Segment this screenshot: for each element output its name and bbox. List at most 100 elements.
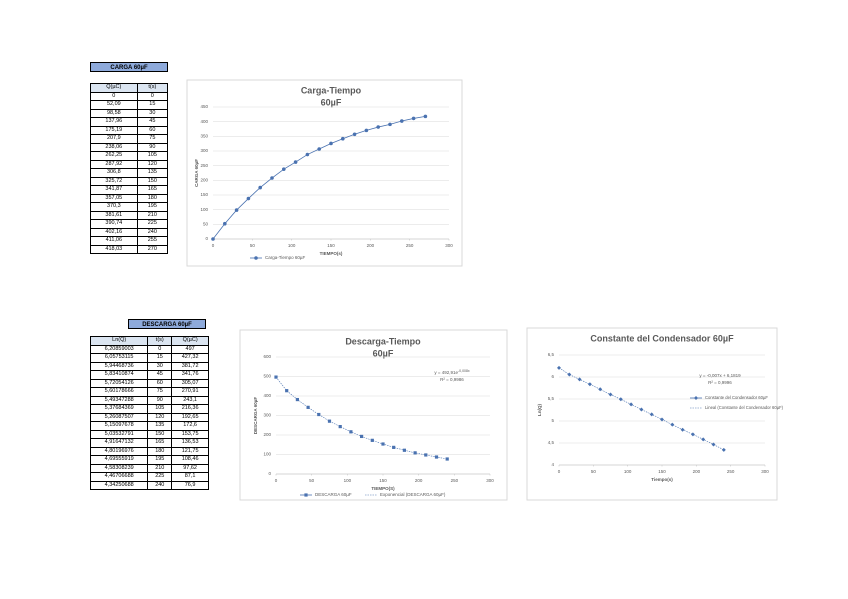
x-tick-label: 150 — [658, 469, 666, 474]
y-tick-label: 600 — [263, 354, 271, 359]
equation-text: y = -0,007x + 6,1819 — [699, 373, 741, 378]
data-point — [608, 392, 613, 397]
carga-table: Q(µC) t(s) 0 0 52,09 15 98,58 30 137,96 45 175,19 6… — [90, 83, 169, 254]
equation-text: y = 492,91e — [434, 370, 458, 375]
data-point — [211, 237, 215, 241]
y-tick-label: 250 — [200, 163, 208, 168]
y-tick-label: 6 — [551, 374, 554, 379]
x-tick-label: 50 — [250, 243, 256, 248]
data-point — [680, 427, 685, 432]
data-point — [360, 434, 364, 439]
data-point — [434, 455, 439, 459]
data-point — [629, 402, 634, 407]
data-point — [445, 457, 449, 461]
data-point — [317, 412, 321, 417]
y-tick-label: 100 — [200, 207, 208, 212]
chart-frame — [239, 329, 508, 501]
data-point — [223, 221, 227, 226]
data-point — [376, 125, 381, 129]
data-point — [413, 451, 417, 455]
legend-marker — [254, 256, 258, 260]
table-title: CARGA 60µF — [90, 62, 168, 72]
data-point — [295, 397, 299, 402]
data-point — [388, 122, 392, 127]
data-point — [338, 424, 342, 429]
x-axis-label: TIEMPO(S) — [371, 486, 395, 491]
data-point — [352, 132, 357, 137]
data-point — [270, 176, 274, 180]
y-tick-label: 300 — [263, 413, 271, 418]
data-point — [711, 442, 716, 447]
x-tick-label: 300 — [761, 469, 769, 474]
y-tick-label: 5,5 — [548, 396, 555, 401]
data-point — [317, 147, 322, 151]
x-tick-label: 0 — [212, 243, 215, 248]
x-axis-label: TIEMPO(s) — [320, 251, 343, 256]
data-point — [721, 447, 726, 452]
data-point — [577, 377, 582, 382]
data-point — [402, 448, 406, 452]
chart-frame — [186, 79, 463, 267]
data-point — [246, 196, 251, 201]
data-point — [400, 119, 404, 123]
x-tick-label: 250 — [727, 469, 735, 474]
x-tick-label: 300 — [486, 478, 494, 483]
chart-subtitle: 60µF — [373, 348, 394, 358]
y-tick-label: 200 — [200, 178, 208, 183]
y-tick-label: 5 — [551, 418, 554, 423]
data-point — [660, 417, 664, 422]
y-tick-label: 400 — [200, 119, 208, 124]
data-point — [670, 422, 675, 427]
y-tick-label: 6,5 — [548, 352, 555, 357]
data-point — [381, 442, 385, 446]
data-point — [349, 430, 353, 434]
y-tick-label: 100 — [263, 452, 271, 457]
data-point — [649, 412, 654, 417]
trend-equation: y = -0,007x + 6,1819 — [699, 373, 741, 378]
data-point — [364, 128, 369, 133]
y-tick-label: 300 — [200, 148, 208, 153]
y-tick-label: 500 — [263, 374, 271, 379]
data-point — [639, 407, 644, 412]
data-point — [423, 114, 428, 119]
x-tick-label: 250 — [406, 243, 414, 248]
legend-label: Constante del Condensador 60µF — [705, 395, 768, 400]
data-point — [327, 419, 332, 423]
table-row: 4,34250688 240 76,9 — [89, 480, 209, 490]
data-point — [305, 152, 310, 157]
chart-title: Carga-Tiempo — [301, 85, 362, 95]
chart-title: Constante del Condensador 60µF — [590, 333, 734, 343]
y-tick-label: 150 — [200, 192, 208, 197]
x-tick-label: 150 — [327, 243, 335, 248]
x-tick-label: 200 — [415, 478, 423, 483]
trend-r2: R² = 0,9996 — [708, 380, 732, 385]
table-cell: 240 — [147, 480, 173, 490]
x-tick-label: 100 — [288, 243, 296, 248]
y-tick-label: 350 — [200, 134, 208, 139]
legend-label: DESCARGA 60µF — [315, 492, 352, 497]
data-point — [598, 387, 603, 392]
x-tick-label: 150 — [379, 478, 387, 483]
y-tick-label: 0 — [268, 471, 271, 476]
data-point — [392, 445, 396, 449]
trend-r2: R² = 0,9986 — [440, 377, 464, 382]
table-cell: 76,9 — [171, 480, 209, 490]
table-cell: 270 — [136, 244, 169, 254]
x-tick-label: 100 — [344, 478, 352, 483]
chart-title: Descarga-Tiempo — [345, 336, 421, 346]
y-tick-label: 450 — [200, 104, 208, 109]
y-tick-label: 4,5 — [548, 440, 555, 445]
y-tick-label: 200 — [263, 432, 271, 437]
data-point — [424, 453, 428, 457]
data-point — [690, 432, 695, 437]
legend-marker — [304, 493, 308, 497]
data-point — [341, 136, 345, 141]
x-tick-label: 0 — [558, 469, 561, 474]
x-axis-label: Tiempo(s) — [651, 477, 673, 482]
data-point — [411, 116, 416, 121]
x-tick-label: 200 — [693, 469, 701, 474]
series-line — [558, 367, 724, 451]
y-tick-label: 50 — [203, 222, 209, 227]
